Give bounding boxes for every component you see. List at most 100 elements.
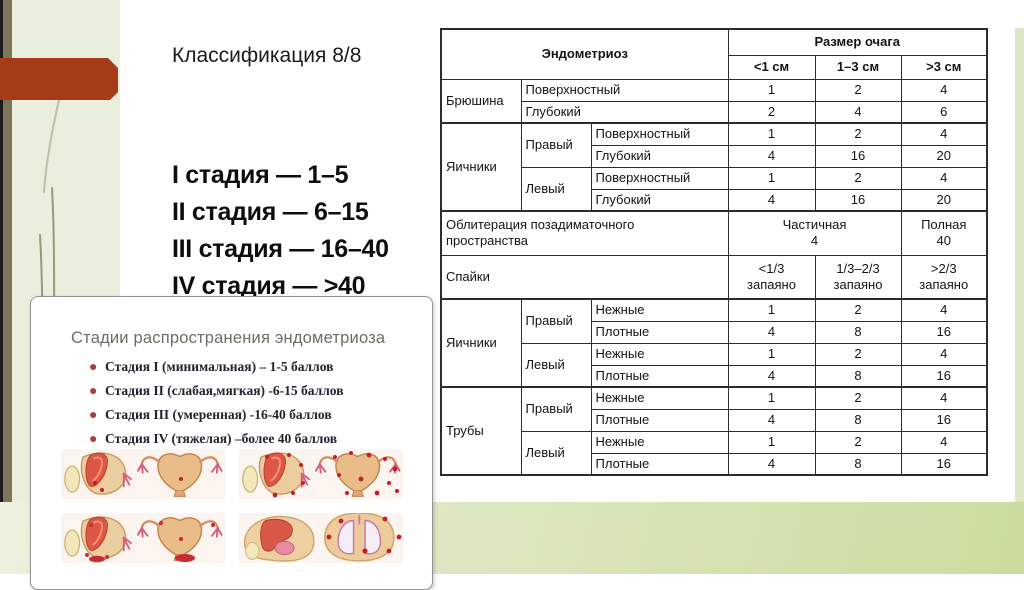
obliteration-partial-cell: Частичная 4 xyxy=(727,210,902,256)
score-cell: 2 xyxy=(814,122,902,146)
stages-inset-card: Стадии распространения эндометриоза ● Ста… xyxy=(30,296,433,590)
row-label-right: Правый xyxy=(520,386,592,432)
score-cell: 8 xyxy=(814,452,902,476)
bullet-dot-icon: ● xyxy=(89,384,98,399)
score-cell: 4 xyxy=(900,430,988,454)
row-label-filmy: Нежные xyxy=(590,386,729,410)
bullet-dot-icon: ● xyxy=(89,360,98,375)
row-label-left: Левый xyxy=(520,166,592,212)
bullet-text: Стадия II (слабая,мягкая) -6-15 баллов xyxy=(105,383,344,398)
row-label-filmy: Нежные xyxy=(590,430,729,454)
stage-2-illustration xyxy=(239,449,403,499)
score-cell: 1 xyxy=(727,298,816,322)
header-size-gt3: >3 см xyxy=(900,54,988,80)
score-cell: 1 xyxy=(727,342,816,366)
row-label-superficial: Поверхностный xyxy=(590,122,729,146)
score-cell: 2 xyxy=(814,298,902,322)
stage-3-illustration xyxy=(61,513,225,563)
score-cell: 1 xyxy=(727,430,816,454)
row-label-tubes: Трубы xyxy=(440,386,522,476)
score-cell: 4 xyxy=(727,364,816,388)
endometriosis-score-table: Эндометриоз Размер очага <1 см 1–3 см >3… xyxy=(440,28,988,476)
stage-1-illustration xyxy=(61,449,225,499)
score-cell: 2 xyxy=(814,166,902,190)
score-cell: 2 xyxy=(814,386,902,410)
red-accent-block xyxy=(0,58,118,100)
score-cell: 4 xyxy=(727,408,816,432)
score-cell: 1 xyxy=(727,386,816,410)
adhesions-col-gt23: >2/3 запаяно xyxy=(900,254,988,300)
bullet-dot-icon: ● xyxy=(89,432,98,447)
row-label-deep: Глубокий xyxy=(590,188,729,212)
score-cell: 20 xyxy=(900,188,988,212)
score-cell: 2 xyxy=(727,100,816,124)
score-cell: 2 xyxy=(814,78,902,102)
row-label-obliteration: Облитерация позадиматочного пространства xyxy=(440,210,729,256)
row-label-left: Левый xyxy=(520,430,592,476)
row-label-left: Левый xyxy=(520,342,592,388)
bullet-text: Стадия III (умеренная) -16-40 баллов xyxy=(105,407,332,422)
inset-bullet-item: ● Стадия III (умеренная) -16-40 баллов xyxy=(89,403,344,427)
stage-line-2: II стадия — 6–15 xyxy=(172,198,369,226)
header-size-lt1: <1 см xyxy=(727,54,816,80)
score-cell: 16 xyxy=(814,144,902,168)
left-edge-olive-bar xyxy=(3,0,12,574)
score-cell: 16 xyxy=(900,408,988,432)
header-size-1to3: 1–3 см xyxy=(814,54,902,80)
score-cell: 4 xyxy=(727,452,816,476)
score-cell: 8 xyxy=(814,364,902,388)
score-cell: 4 xyxy=(900,78,988,102)
score-cell: 16 xyxy=(900,320,988,344)
page-title: Классификация 8/8 xyxy=(172,44,362,67)
inset-bullet-item: ● Стадия IV (тяжелая) –более 40 баллов xyxy=(89,427,344,451)
row-label-adhesions: Спайки xyxy=(440,254,729,300)
score-cell: 4 xyxy=(900,166,988,190)
row-label-ovaries: Яичники xyxy=(440,122,522,212)
score-cell: 8 xyxy=(814,408,902,432)
row-label-filmy: Нежные xyxy=(590,298,729,322)
score-cell: 4 xyxy=(727,188,816,212)
score-cell: 4 xyxy=(900,298,988,322)
score-cell: 16 xyxy=(814,188,902,212)
bullet-text: Стадия IV (тяжелая) –более 40 баллов xyxy=(105,431,338,446)
stage-4-illustration xyxy=(239,513,403,563)
inset-title: Стадии распространения эндометриоза xyxy=(71,329,386,347)
stage-line-4: IV стадия — >40 xyxy=(172,272,366,300)
right-edge-green-stripe xyxy=(1015,28,1024,574)
obliteration-full-cell: Полная 40 xyxy=(900,210,988,256)
row-label-deep: Глубокий xyxy=(590,144,729,168)
score-cell: 4 xyxy=(900,342,988,366)
score-cell: 1 xyxy=(727,78,816,102)
row-label-ovaries: Яичники xyxy=(440,298,522,388)
inset-bullet-list: ● Стадия I (минимальная) – 1-5 баллов ● Ст… xyxy=(89,355,344,451)
row-label-dense: Плотные xyxy=(590,364,729,388)
left-edge-black-bar xyxy=(0,0,3,574)
score-cell: 20 xyxy=(900,144,988,168)
stage-summary-list: I стадия — 1–5 II стадия — 6–15 III стад… xyxy=(172,157,389,305)
score-cell: 8 xyxy=(814,320,902,344)
row-label-right: Правый xyxy=(520,298,592,344)
score-cell: 2 xyxy=(814,342,902,366)
score-cell: 4 xyxy=(727,144,816,168)
score-cell: 16 xyxy=(900,364,988,388)
stage-illustrations-grid xyxy=(61,449,403,563)
score-cell: 4 xyxy=(727,320,816,344)
row-label-filmy: Нежные xyxy=(590,342,729,366)
row-label-deep: Глубокий xyxy=(520,100,729,124)
score-cell: 4 xyxy=(900,386,988,410)
adhesions-col-13to23: 1/3–2/3 запаяно xyxy=(814,254,902,300)
row-label-peritoneum: Брюшина xyxy=(440,78,522,124)
stage-line-1: I стадия — 1–5 xyxy=(172,161,349,189)
row-label-superficial: Поверхностный xyxy=(590,166,729,190)
score-cell: 4 xyxy=(900,122,988,146)
score-cell: 16 xyxy=(900,452,988,476)
stage-line-3: III стадия — 16–40 xyxy=(172,235,389,263)
row-label-dense: Плотные xyxy=(590,452,729,476)
row-label-right: Правый xyxy=(520,122,592,168)
score-cell: 1 xyxy=(727,122,816,146)
bullet-dot-icon: ● xyxy=(89,408,98,423)
row-label-dense: Плотные xyxy=(590,320,729,344)
header-endometriosis: Эндометриоз xyxy=(440,28,729,80)
bullet-text: Стадия I (минимальная) – 1-5 баллов xyxy=(105,359,334,374)
adhesions-col-lt13: <1/3 запаяно xyxy=(727,254,816,300)
